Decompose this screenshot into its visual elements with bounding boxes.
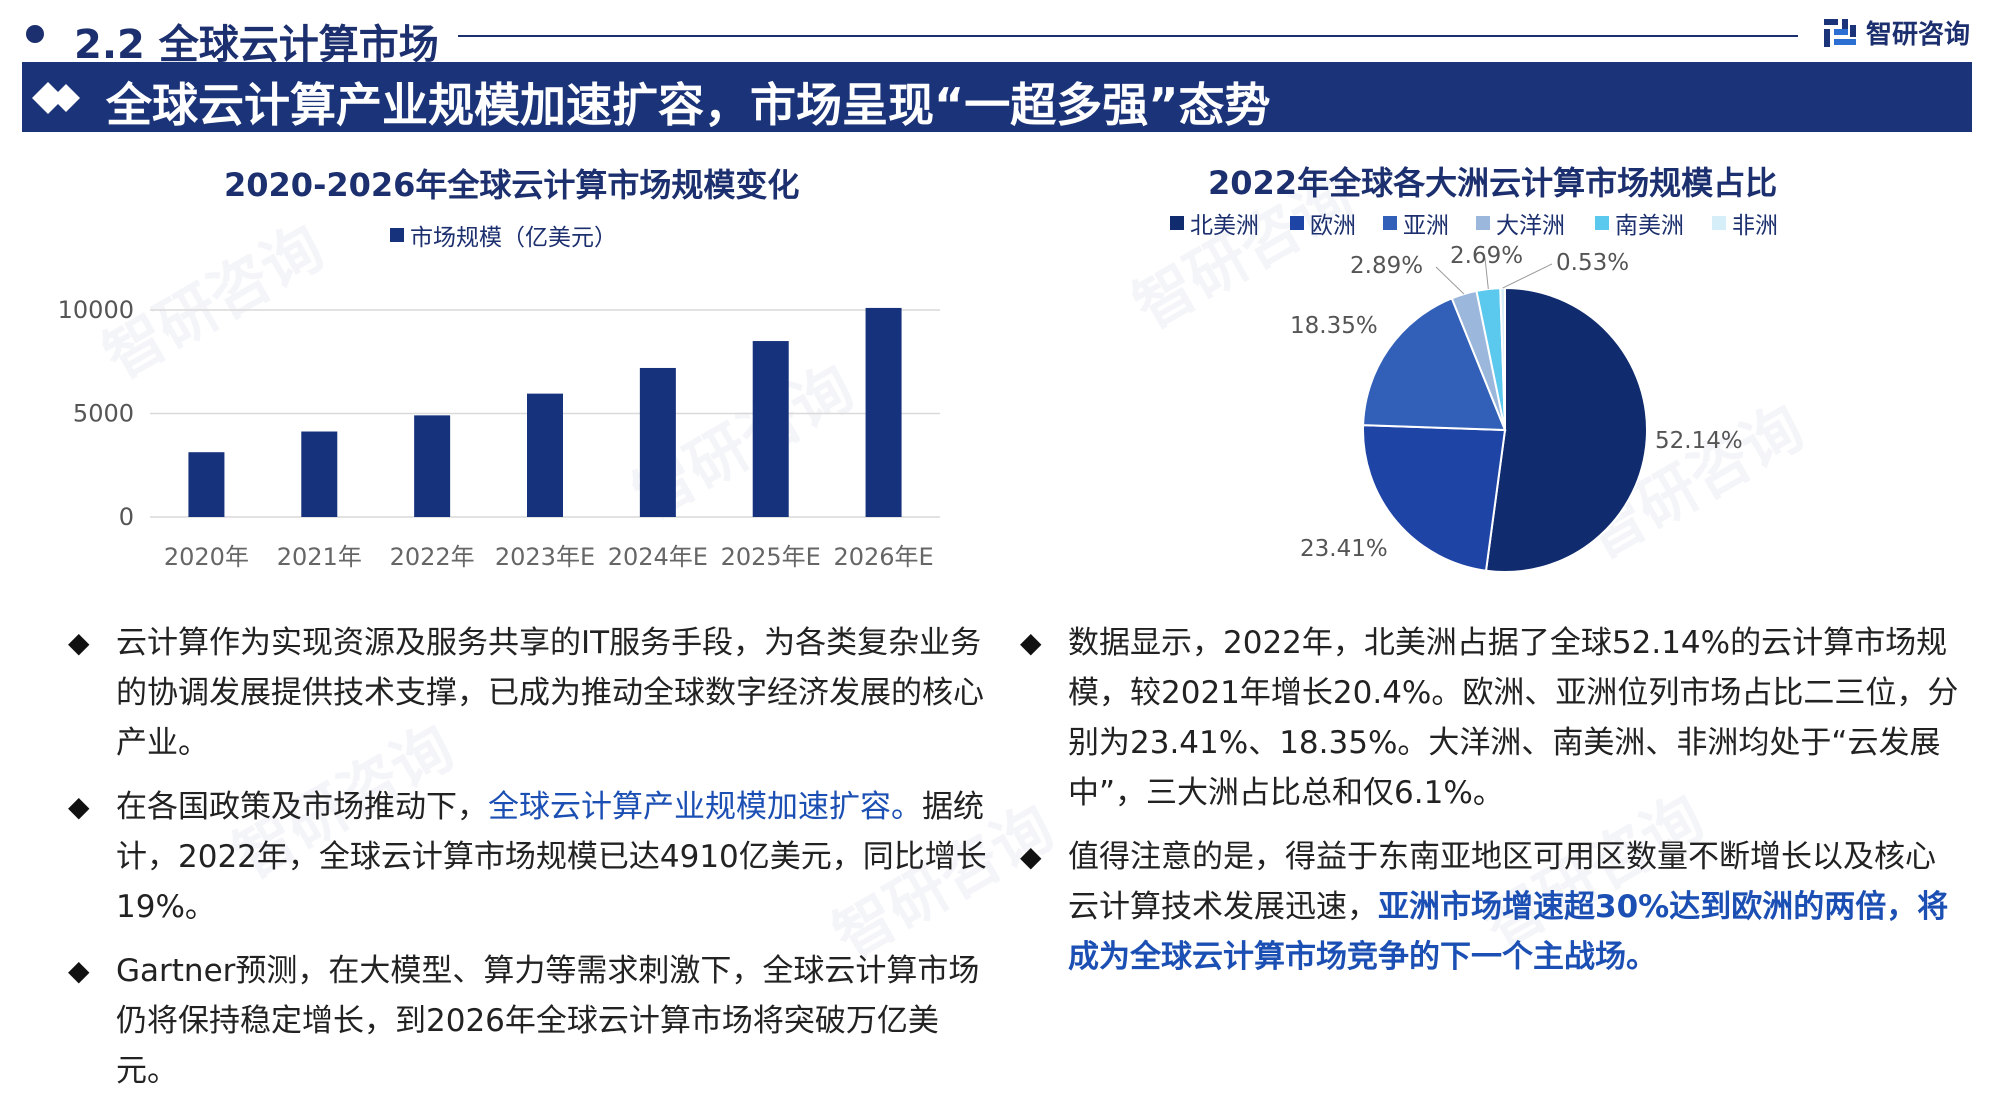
bar-4 [639,367,676,517]
diamond-bullet-icon: ◆ [68,626,90,659]
diamond-bullet-icon: ◆ [68,954,90,987]
pie-leader-line [1484,257,1489,290]
legend-swatch [1290,216,1304,230]
brand-name: 智研咨询 [1865,20,1970,50]
bullet-text-segment: 数据显示，2022年，北美洲占据了全球52.14%的云计算市场规模，较2021年… [1068,625,1959,811]
pie-legend-label: 大洋洲 [1496,213,1565,239]
bullet-text-segment: Gartner预测，在大模型、算力等需求刺激下，全球云计算市场仍将保持稳定增长，… [116,953,980,1089]
diamond-icon [32,82,80,114]
header-divider [458,35,1798,37]
bullet-text-segment: 云计算作为实现资源及服务共享的IT服务手段，为各类复杂业务的协调发展提供技术支撑… [116,625,984,761]
bullet-text: 数据显示，2022年，北美洲占据了全球52.14%的云计算市场规模，较2021年… [1068,618,1960,818]
pie-leader-line [1502,263,1553,289]
pie-legend-item: 欧洲 [1290,206,1356,240]
pie-chart: 52.14% 23.41% 18.35% 2.89% 2.69% 0.53% [1290,243,1743,573]
bar-legend-label: 市场规模（亿美元） [410,225,617,251]
bullet-text: Gartner预测，在大模型、算力等需求刺激下，全球云计算市场仍将保持稳定增长，… [116,946,998,1096]
pie-slice-2 [1362,297,1507,432]
section-title: 2.2 全球云计算市场 [74,22,439,68]
banner-title: 全球云计算产业规模加速扩容，市场呈现“一超多强”态势 [106,78,1271,132]
pie-legend-item: 非洲 [1712,206,1778,240]
pie-legend-item: 大洋洲 [1476,206,1565,240]
pie-legend-label: 南美洲 [1615,213,1684,239]
pie-legend-item: 北美洲 [1170,206,1259,240]
y-tick-label: 10000 [58,296,134,324]
x-tick-label: 2025年E [721,543,821,571]
y-tick-label: 0 [119,503,134,531]
bullet-text-segment: 值得注意的是，得益于东南亚地区可用区数量不断增长以及核心云计算技术发展迅速， [1068,839,1936,925]
x-tick-label: 2020年 [164,543,249,571]
x-tick-label: 2023年E [495,543,595,571]
pie-leader-line [1435,266,1465,295]
pie-legend-label: 北美洲 [1190,213,1259,239]
legend-swatch [1476,216,1490,230]
pie-chart-title: 2022年全球各大洲云计算市场规模占比 [1208,164,1778,202]
section-header: 2.2 全球云计算市场 智研咨询 [18,8,1976,68]
legend-swatch [1170,216,1184,230]
pie-legend-label: 非洲 [1732,213,1778,239]
bullet-highlight-text: 亚洲市场增速超30%达到欧洲的两倍，将成为全球云计算市场竞争的下一个主战场。 [1068,889,1949,975]
title-banner: 全球云计算产业规模加速扩容，市场呈现“一超多强”态势 [22,62,1972,132]
bar-0 [188,452,225,517]
pie-data-label: 0.53% [1556,250,1629,276]
diamond-bullet-icon: ◆ [1020,840,1042,873]
pie-data-label: 23.41% [1300,536,1388,562]
pie-data-label: 2.89% [1350,253,1423,279]
pie-legend-label: 亚洲 [1403,213,1449,239]
pie-data-label: 52.14% [1655,428,1743,454]
bar-3 [527,393,563,517]
bar-chart: 0 5000 10000 2020年 2021年 2022年 2023年E 2024年E 202… [58,296,940,571]
bar-1 [301,431,338,517]
section-bullet-icon [26,25,44,43]
bullet-text: 在各国政策及市场推动下，全球云计算产业规模加速扩容。据统计，2022年，全球云计… [116,782,998,932]
bullet-text-segment: 据统计，2022年，全球云计算市场规模已达4910亿美元，同比增长19%。 [116,789,987,925]
bullet-text: 值得注意的是，得益于东南亚地区可用区数量不断增长以及核心云计算技术发展迅速，亚洲… [1068,832,1960,982]
diamond-bullet-icon: ◆ [1020,626,1042,659]
x-tick-label: 2024年E [608,543,708,571]
pie-legend-label: 欧洲 [1310,213,1356,239]
pie-data-label: 2.69% [1450,243,1523,269]
bar-legend-item: 市场规模（亿美元） [390,218,617,252]
legend-swatch [1712,216,1726,230]
pie-legend-item: 南美洲 [1595,206,1684,240]
x-tick-label: 2022年 [390,543,475,571]
legend-swatch [1383,216,1397,230]
pie-legend-item: 亚洲 [1383,206,1449,240]
x-tick-label: 2021年 [277,543,362,571]
bar-5 [752,341,789,517]
legend-swatch [1595,216,1609,230]
y-tick-label: 5000 [73,400,134,428]
bar-6 [865,307,902,517]
diamond-bullet-icon: ◆ [68,790,90,823]
pie-slice-1 [1362,424,1507,572]
bar-2 [414,415,451,517]
brand: 智研咨询 [1822,14,1970,51]
pie-slice-0 [1484,286,1648,573]
bullet-text: 云计算作为实现资源及服务共享的IT服务手段，为各类复杂业务的协调发展提供技术支撑… [116,618,998,768]
brand-logo-icon [1823,18,1856,47]
legend-swatch [390,228,404,242]
bullet-text-segment: 在各国政策及市场推动下， [116,789,488,825]
x-tick-label: 2026年E [833,543,933,571]
pie-data-label: 18.35% [1290,313,1378,339]
bullet-highlight-text: 全球云计算产业规模加速扩容。 [488,789,922,825]
bar-chart-title: 2020-2026年全球云计算市场规模变化 [224,166,800,204]
